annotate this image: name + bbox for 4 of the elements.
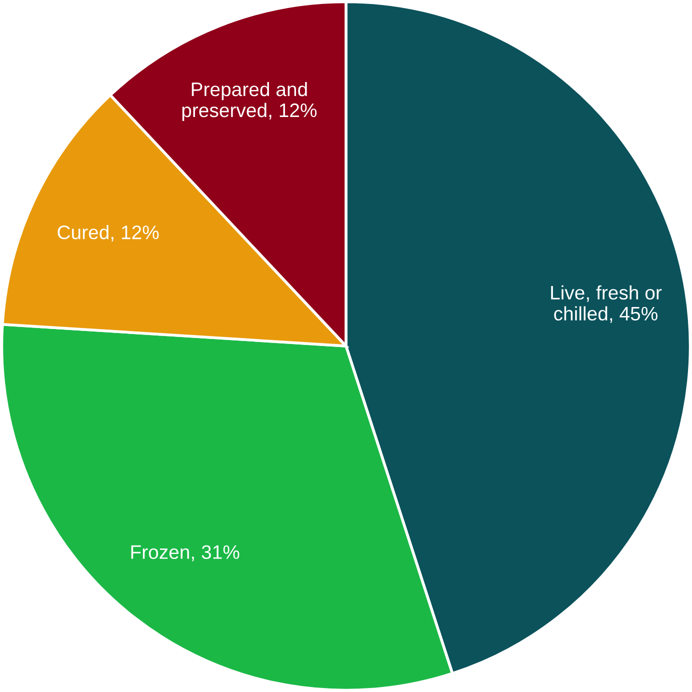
slice-label: Cured, 12% bbox=[58, 224, 159, 242]
slice-label: Prepared and preserved, 12% bbox=[182, 82, 317, 122]
slice-label: Live, fresh or chilled, 45% bbox=[551, 285, 662, 323]
slice-label: Frozen, 31% bbox=[131, 545, 240, 562]
